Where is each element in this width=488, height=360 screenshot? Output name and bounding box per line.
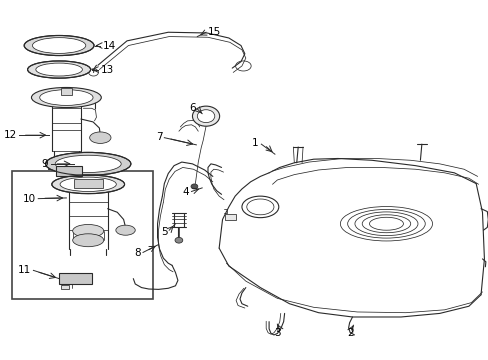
- Ellipse shape: [60, 177, 116, 192]
- Ellipse shape: [40, 90, 93, 105]
- Text: 4: 4: [182, 187, 188, 197]
- Text: 3: 3: [273, 328, 280, 338]
- Bar: [56, 166, 82, 176]
- Ellipse shape: [45, 152, 131, 175]
- Text: 9: 9: [41, 159, 48, 169]
- Bar: [61, 285, 69, 289]
- Bar: [59, 273, 92, 284]
- Text: 8: 8: [134, 248, 140, 258]
- Text: 13: 13: [100, 64, 113, 75]
- Ellipse shape: [197, 110, 214, 123]
- Ellipse shape: [191, 184, 198, 189]
- Ellipse shape: [24, 36, 94, 55]
- Bar: [12, 171, 152, 299]
- Ellipse shape: [52, 175, 124, 194]
- Text: 10: 10: [23, 194, 36, 204]
- Ellipse shape: [31, 87, 101, 108]
- Text: 7: 7: [156, 132, 162, 142]
- Ellipse shape: [32, 38, 85, 53]
- Ellipse shape: [27, 61, 90, 78]
- Ellipse shape: [36, 63, 82, 76]
- Ellipse shape: [192, 106, 219, 126]
- Bar: [225, 214, 236, 220]
- Ellipse shape: [175, 237, 183, 243]
- Text: 14: 14: [102, 41, 116, 50]
- Text: 2: 2: [346, 328, 353, 338]
- Ellipse shape: [73, 225, 103, 237]
- Text: 11: 11: [18, 265, 31, 275]
- Ellipse shape: [55, 155, 121, 172]
- Bar: [74, 179, 102, 188]
- Text: 12: 12: [3, 130, 17, 140]
- Text: 5: 5: [161, 227, 168, 237]
- Ellipse shape: [73, 234, 103, 247]
- Bar: [61, 88, 72, 95]
- Text: 1: 1: [251, 138, 257, 148]
- Text: 15: 15: [207, 27, 221, 36]
- Ellipse shape: [89, 132, 111, 143]
- Ellipse shape: [116, 225, 135, 235]
- Text: 6: 6: [189, 103, 196, 113]
